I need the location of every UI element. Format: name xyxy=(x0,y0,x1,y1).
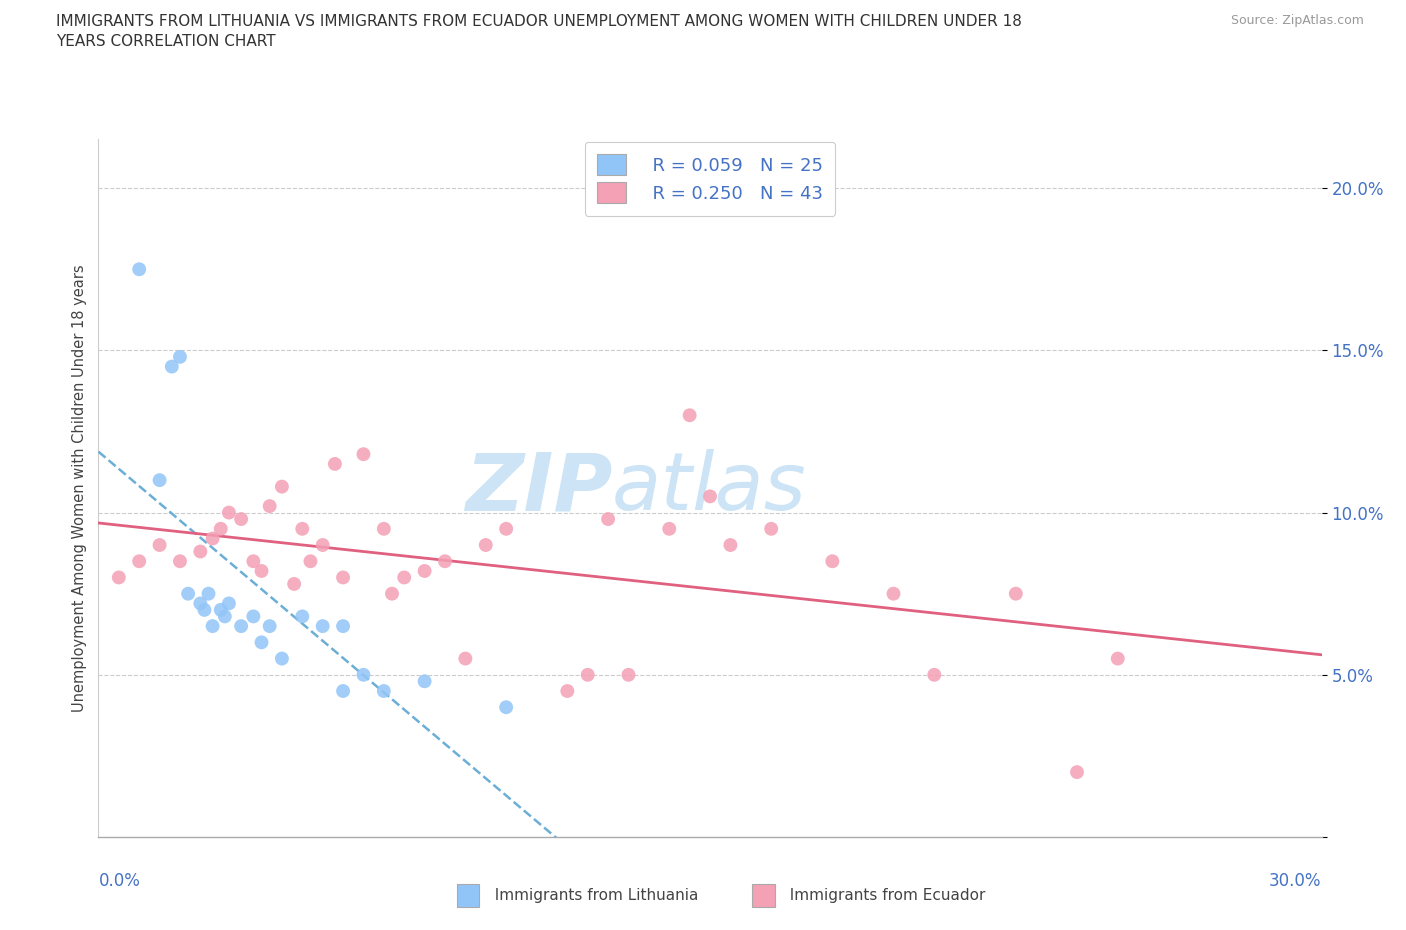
Point xyxy=(169,553,191,568)
Point xyxy=(299,553,322,568)
Point xyxy=(433,553,456,568)
Point xyxy=(495,699,517,714)
Point xyxy=(160,359,183,374)
Point xyxy=(821,553,844,568)
Point xyxy=(259,498,281,513)
Point xyxy=(242,553,264,568)
Point xyxy=(291,609,314,624)
Point xyxy=(1107,651,1129,666)
Text: ZIP: ZIP xyxy=(465,449,612,527)
Point xyxy=(759,522,782,537)
Point xyxy=(250,635,273,650)
Point xyxy=(352,446,374,461)
Point xyxy=(259,618,281,633)
Text: atlas: atlas xyxy=(612,449,807,527)
Point xyxy=(679,408,702,423)
Point xyxy=(231,618,253,633)
Point xyxy=(201,531,224,546)
Point xyxy=(201,618,224,633)
Point xyxy=(149,538,172,552)
Point xyxy=(617,668,640,683)
Point xyxy=(214,609,236,624)
Point xyxy=(177,586,200,601)
Point xyxy=(209,603,232,618)
Point xyxy=(169,350,191,365)
Point xyxy=(381,586,404,601)
Point xyxy=(323,457,346,472)
Point xyxy=(218,505,240,520)
Point xyxy=(291,522,314,537)
Point xyxy=(454,651,477,666)
Legend:   R = 0.059   N = 25,   R = 0.250   N = 43: R = 0.059 N = 25, R = 0.250 N = 43 xyxy=(585,141,835,216)
Point xyxy=(193,603,215,618)
Point xyxy=(413,674,436,689)
Point xyxy=(1004,586,1026,601)
Point xyxy=(332,570,354,585)
Point xyxy=(312,618,335,633)
Point xyxy=(413,564,436,578)
Point xyxy=(1066,764,1088,779)
Point xyxy=(658,522,681,537)
Point xyxy=(270,651,294,666)
Point xyxy=(128,553,150,568)
Point xyxy=(188,596,212,611)
Text: 30.0%: 30.0% xyxy=(1270,872,1322,890)
Point xyxy=(188,544,212,559)
Text: Immigrants from Lithuania: Immigrants from Lithuania xyxy=(485,887,699,903)
Point xyxy=(352,668,374,683)
Point xyxy=(883,586,905,601)
Point xyxy=(596,512,619,526)
Point xyxy=(495,522,517,537)
Point xyxy=(231,512,253,526)
Text: Immigrants from Ecuador: Immigrants from Ecuador xyxy=(780,887,986,903)
Point xyxy=(209,522,232,537)
Point xyxy=(312,538,335,552)
Text: IMMIGRANTS FROM LITHUANIA VS IMMIGRANTS FROM ECUADOR UNEMPLOYMENT AMONG WOMEN WI: IMMIGRANTS FROM LITHUANIA VS IMMIGRANTS … xyxy=(56,14,1022,48)
Point xyxy=(128,262,150,277)
Point xyxy=(474,538,498,552)
Text: 0.0%: 0.0% xyxy=(98,872,141,890)
Point xyxy=(373,684,395,698)
Point xyxy=(699,489,721,504)
Point xyxy=(270,479,294,494)
Point xyxy=(218,596,240,611)
Point xyxy=(555,684,579,698)
Point xyxy=(332,618,354,633)
Point xyxy=(108,570,131,585)
Point xyxy=(373,522,395,537)
Point xyxy=(576,668,599,683)
Point xyxy=(332,684,354,698)
Point xyxy=(718,538,742,552)
Point xyxy=(283,577,305,591)
Y-axis label: Unemployment Among Women with Children Under 18 years: Unemployment Among Women with Children U… xyxy=(72,264,87,712)
Point xyxy=(197,586,219,601)
Point xyxy=(242,609,264,624)
Point xyxy=(250,564,273,578)
Point xyxy=(149,472,172,487)
Point xyxy=(922,668,945,683)
Point xyxy=(392,570,416,585)
Text: Source: ZipAtlas.com: Source: ZipAtlas.com xyxy=(1230,14,1364,27)
